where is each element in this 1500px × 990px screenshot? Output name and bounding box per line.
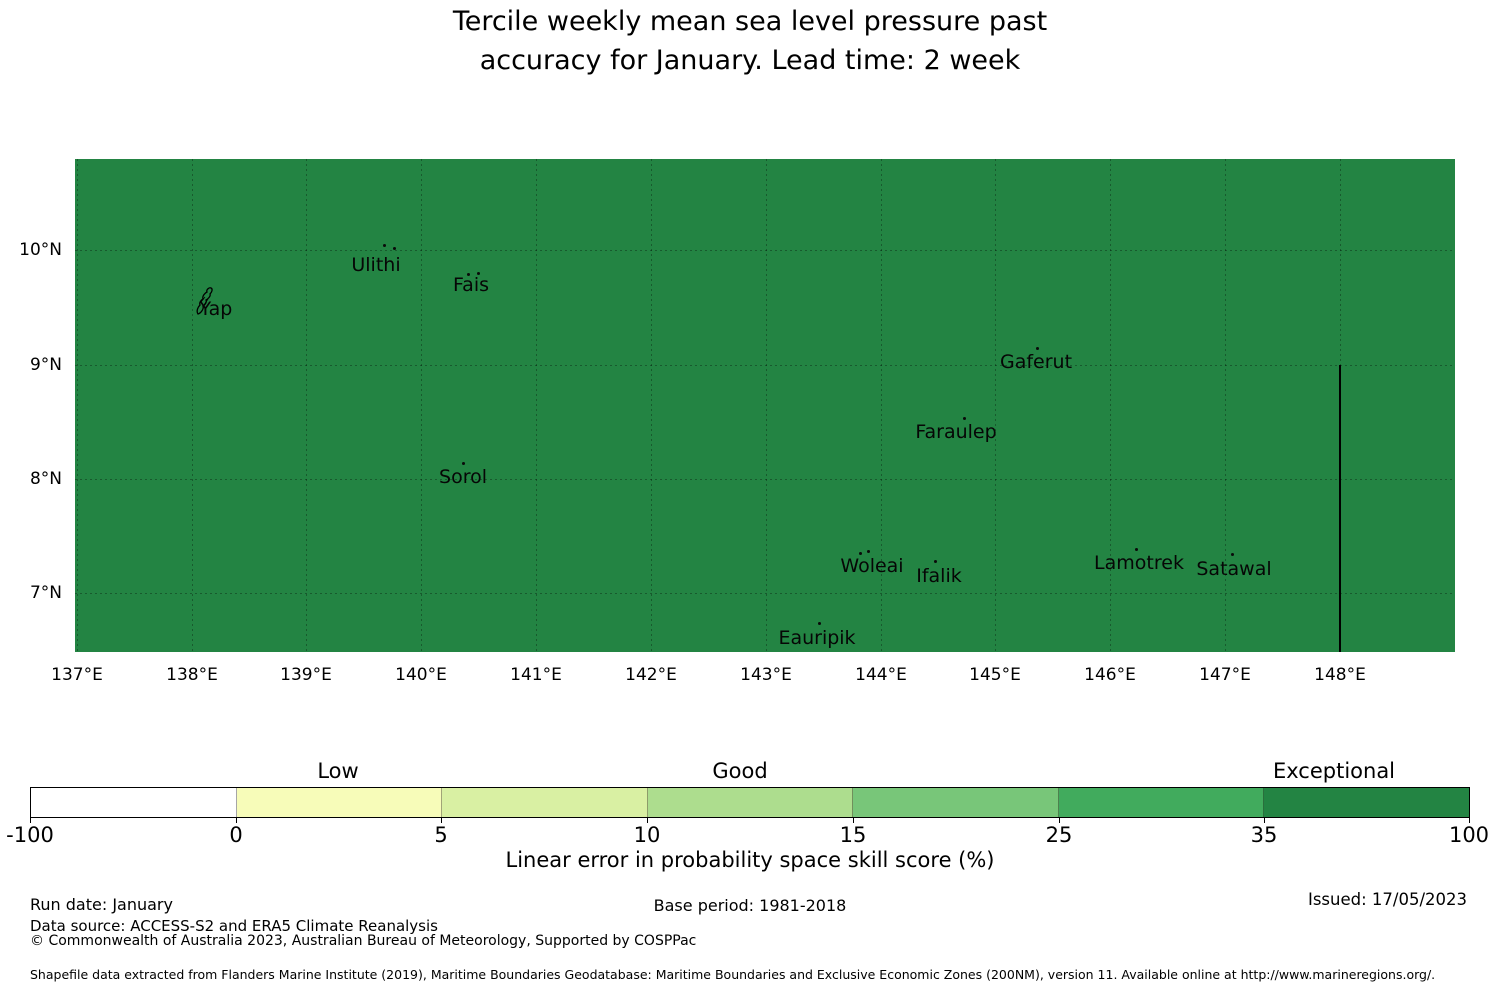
colorbar-ticklabel-5: 5 <box>434 823 448 847</box>
x-tick-138e: 138°E <box>166 665 218 685</box>
gridline-9n <box>75 365 1455 366</box>
island-label-ulithi: Ulithi <box>351 254 401 276</box>
colorbar-ticklabel-25: 25 <box>1045 823 1073 847</box>
y-tick-7n: 7°N <box>29 583 62 603</box>
x-tick-143e: 143°E <box>740 665 792 685</box>
gridline-138e <box>192 159 193 652</box>
colorbar-ticklabel-10: 10 <box>633 823 661 847</box>
island-dot <box>934 560 937 563</box>
x-tick-146e: 146°E <box>1084 665 1136 685</box>
island-label-yap: Yap <box>199 298 233 320</box>
gridline-139e <box>306 159 307 652</box>
colorbar-ticklabel-15: 15 <box>839 823 867 847</box>
colorbar-tick <box>853 818 854 823</box>
colorbar-segment-2 <box>236 788 443 817</box>
island-dot <box>477 272 480 275</box>
x-tick-137e: 137°E <box>51 665 103 685</box>
gridline-147e <box>1225 159 1226 652</box>
gridline-7n <box>75 593 1455 594</box>
y-tick-10n: 10°N <box>19 240 62 260</box>
island-dot <box>467 273 470 276</box>
colorbar-label-good: Good <box>712 759 768 783</box>
figure-title-line1: Tercile weekly mean sea level pressure p… <box>452 6 1048 37</box>
island-label-gaferut: Gaferut <box>999 351 1073 373</box>
gridline-143e <box>766 159 767 652</box>
island-dot <box>462 462 465 465</box>
island-label-eauripik: Eauripik <box>778 627 856 649</box>
colorbar-tick <box>236 818 237 823</box>
colorbar-axis-label: Linear error in probability space skill … <box>505 848 995 872</box>
island-dot <box>393 247 396 250</box>
island-dot <box>383 244 386 247</box>
island-dot <box>867 550 870 553</box>
x-tick-139e: 139°E <box>280 665 332 685</box>
x-tick-141e: 141°E <box>510 665 562 685</box>
y-tick-9n: 9°N <box>29 355 62 375</box>
gridline-142e <box>651 159 652 652</box>
colorbar-tick <box>1469 818 1470 823</box>
footer-shapefile-note: Shapefile data extracted from Flanders M… <box>30 967 1436 982</box>
gridline-137e <box>77 159 78 652</box>
gridline-8n <box>75 479 1455 480</box>
colorbar-label-low: Low <box>317 759 359 783</box>
x-tick-145e: 145°E <box>969 665 1021 685</box>
colorbar-segment-6 <box>1058 788 1265 817</box>
gridline-146e <box>1110 159 1111 652</box>
footer-copyright: © Commonwealth of Australia 2023, Austra… <box>30 933 697 949</box>
colorbar-tick <box>441 818 442 823</box>
y-tick-8n: 8°N <box>29 469 62 489</box>
island-label-fais: Fais <box>452 274 490 296</box>
island-dot <box>859 552 862 555</box>
island-dot <box>818 622 821 625</box>
colorbar <box>30 787 1470 818</box>
colorbar-ticklabel-0: 0 <box>229 823 243 847</box>
colorbar-segment-7 <box>1264 788 1470 817</box>
island-label-satawal: Satawal <box>1196 558 1272 580</box>
colorbar-ticklabel-100: 100 <box>1448 823 1490 847</box>
colorbar-tick <box>1059 818 1060 823</box>
island-dot <box>1135 548 1138 551</box>
colorbar-segment-5 <box>853 788 1059 817</box>
figure-title-line2: accuracy for January. Lead time: 2 week <box>479 45 1021 76</box>
colorbar-tick <box>647 818 648 823</box>
colorbar-label-exceptional: Exceptional <box>1272 759 1396 783</box>
colorbar-segment-4 <box>647 788 854 817</box>
island-label-sorol: Sorol <box>439 466 487 488</box>
island-label-faraulep: Faraulep <box>915 421 997 443</box>
footer-issued-date: Issued: 17/05/2023 <box>1307 890 1467 909</box>
x-tick-140e: 140°E <box>395 665 447 685</box>
footer-base-period: Base period: 1981-2018 <box>653 896 847 915</box>
island-dot <box>963 417 966 420</box>
x-tick-148e: 148°E <box>1314 665 1366 685</box>
colorbar-tick <box>1264 818 1265 823</box>
island-dot <box>1231 553 1234 556</box>
colorbar-segment-1 <box>31 788 237 817</box>
gridline-145e <box>995 159 996 652</box>
colorbar-segment-3 <box>442 788 648 817</box>
colorbar-tick <box>30 818 31 823</box>
x-tick-144e: 144°E <box>855 665 907 685</box>
island-dot <box>1036 347 1039 350</box>
island-label-lamotrek: Lamotrek <box>1094 552 1184 574</box>
gridline-144e <box>881 159 882 652</box>
yap-island-shape <box>196 287 213 315</box>
gridline-141e <box>536 159 537 652</box>
map-panel: Yap Ulithi Fais Sorol Gaferut Faraulep W… <box>75 159 1455 652</box>
footer-run-date: Run date: January <box>30 895 173 914</box>
island-label-ifalik: Ifalik <box>916 565 962 587</box>
maritime-boundary-line <box>1339 365 1341 652</box>
figure-title: Tercile weekly mean sea level pressure p… <box>0 2 1500 80</box>
x-tick-142e: 142°E <box>625 665 677 685</box>
island-label-woleai: Woleai <box>840 555 904 577</box>
colorbar-ticklabel-35: 35 <box>1250 823 1278 847</box>
colorbar-ticklabel-neg100: -100 <box>6 823 54 847</box>
footer-data-source: Data source: ACCESS-S2 and ERA5 Climate … <box>30 917 438 935</box>
gridline-10n <box>75 250 1455 251</box>
x-tick-147e: 147°E <box>1199 665 1251 685</box>
gridline-140e <box>421 159 422 652</box>
